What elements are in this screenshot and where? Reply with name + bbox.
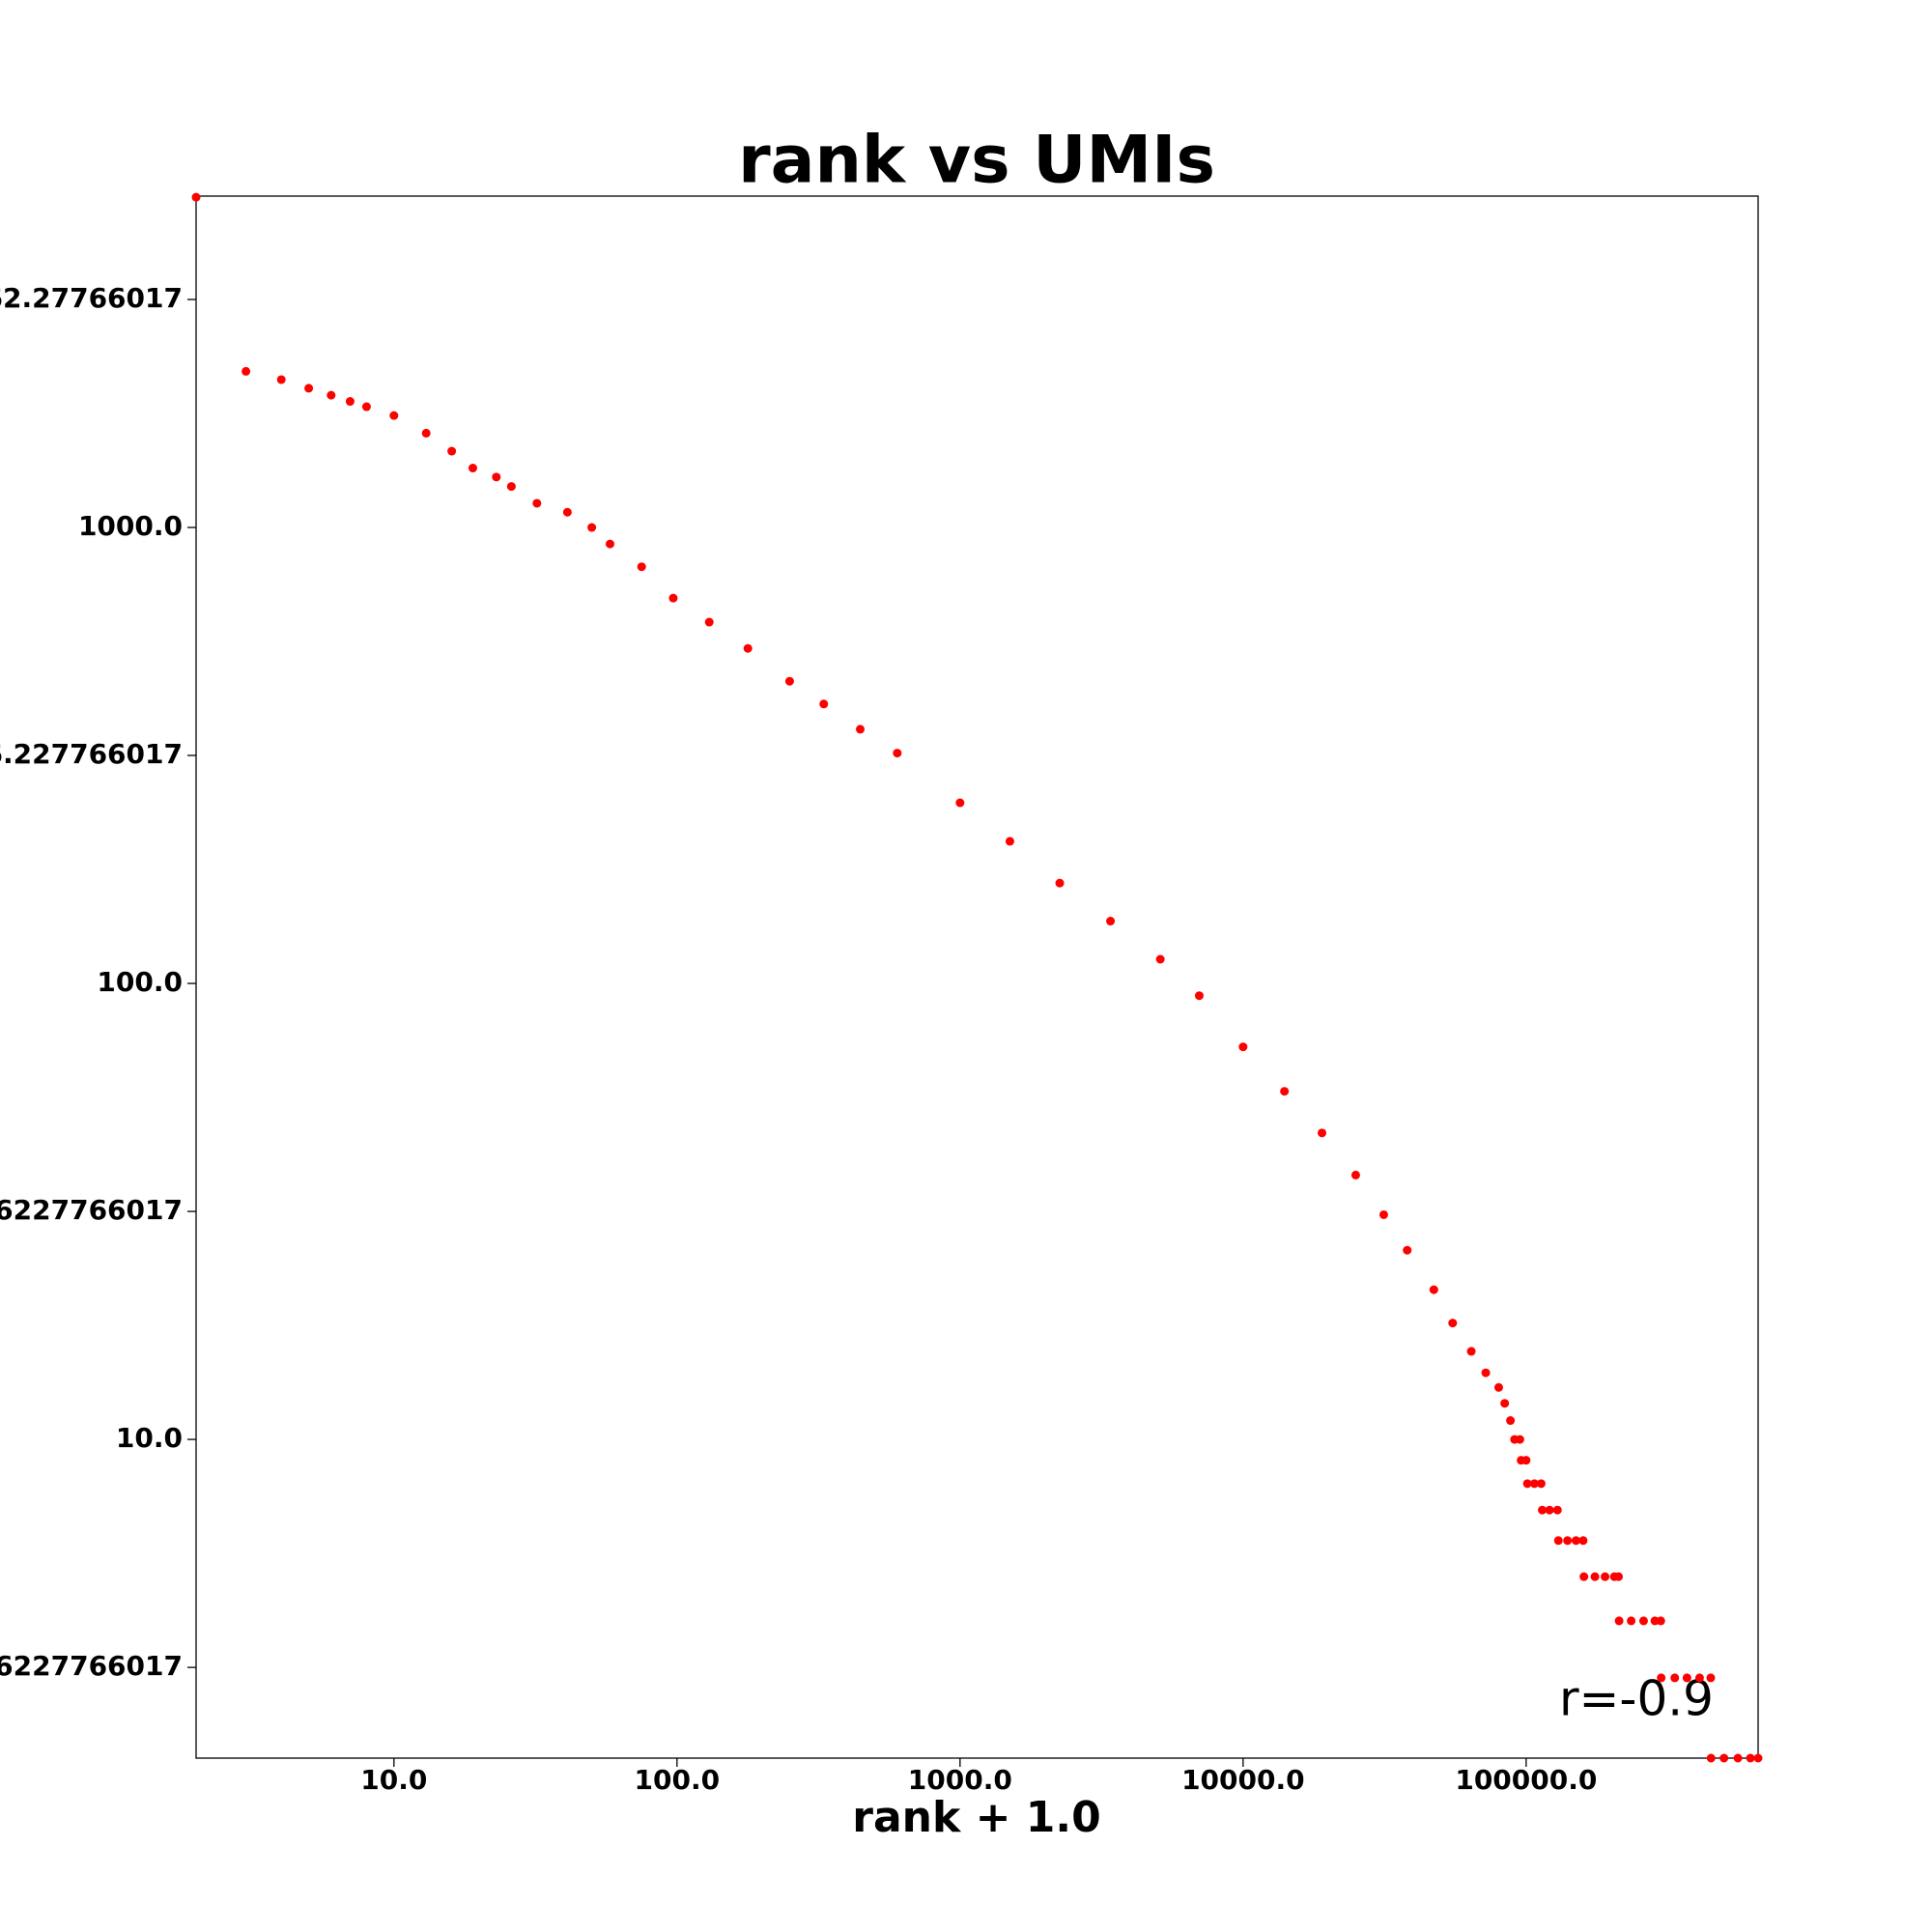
point: [587, 523, 597, 532]
point: [492, 472, 501, 482]
point: [1350, 1170, 1360, 1179]
point: [1378, 1209, 1388, 1219]
point: [637, 562, 646, 572]
point: [784, 676, 794, 686]
point: [1571, 1536, 1580, 1546]
point: [1638, 1616, 1648, 1626]
point: [532, 498, 542, 508]
point: [1055, 878, 1065, 888]
point: [704, 617, 714, 627]
point: [1403, 1245, 1412, 1255]
point: [361, 402, 371, 412]
point: [1694, 1673, 1704, 1683]
point: [1552, 1505, 1562, 1515]
point: [1613, 1572, 1623, 1581]
point: [1538, 1505, 1548, 1515]
x-axis-label: rank + 1.0: [852, 1793, 1100, 1842]
x-tick-label: 10.0: [360, 1764, 427, 1796]
point: [1553, 1536, 1563, 1546]
point: [562, 507, 572, 517]
point: [955, 798, 965, 808]
point: [1521, 1456, 1531, 1465]
point: [1753, 1753, 1763, 1763]
point: [743, 643, 753, 653]
point: [1155, 954, 1165, 964]
point: [1601, 1572, 1610, 1581]
point: [421, 428, 431, 438]
point: [1500, 1399, 1510, 1408]
point: [447, 446, 457, 456]
point: [1627, 1616, 1636, 1626]
y-tick-label: 100.0: [97, 966, 183, 998]
point: [1706, 1673, 1716, 1683]
point: [1579, 1572, 1589, 1581]
point: [1194, 991, 1204, 1001]
point: [1318, 1128, 1327, 1138]
point: [1493, 1382, 1503, 1392]
point: [1563, 1536, 1573, 1546]
point: [1106, 917, 1116, 926]
y-tick-label: 10.0: [116, 1422, 183, 1454]
point: [468, 464, 477, 473]
point: [856, 724, 866, 734]
point: [1522, 1479, 1532, 1489]
point: [606, 539, 615, 549]
point: [819, 699, 829, 709]
point: [1682, 1673, 1691, 1683]
point: [1656, 1616, 1665, 1626]
y-tick-label: 3.16227766017: [0, 1650, 183, 1682]
point: [1578, 1536, 1588, 1546]
point: [1466, 1347, 1476, 1356]
x-tick-label: 100.0: [635, 1764, 721, 1796]
point: [276, 375, 286, 384]
point: [1448, 1319, 1458, 1328]
point: [1429, 1285, 1438, 1294]
x-tick-label: 100000.0: [1455, 1764, 1597, 1796]
x-tick-label: 1000.0: [908, 1764, 1012, 1796]
y-tick-label: 31.6227766017: [0, 1194, 183, 1226]
point: [389, 411, 399, 420]
point: [1719, 1753, 1729, 1763]
x-tick-label: 10000.0: [1181, 1764, 1305, 1796]
point: [1515, 1435, 1524, 1444]
y-tick-label: 316.227766017: [0, 738, 183, 770]
point: [893, 749, 902, 758]
point: [668, 593, 678, 603]
point: [304, 384, 314, 393]
y-tick-label: 1000.0: [78, 510, 183, 542]
point: [1481, 1368, 1491, 1378]
point: [506, 482, 516, 492]
plot-frame: [195, 195, 1759, 1759]
point: [1706, 1753, 1716, 1763]
point: [1657, 1673, 1666, 1683]
point: [1005, 837, 1014, 846]
point: [1545, 1505, 1554, 1515]
chart-title: rank vs UMIs: [738, 123, 1215, 199]
point: [1506, 1416, 1516, 1426]
point: [1733, 1753, 1743, 1763]
point: [345, 397, 355, 407]
point: [1614, 1616, 1624, 1626]
point: [1670, 1673, 1680, 1683]
point: [1529, 1479, 1539, 1489]
point: [191, 192, 201, 202]
point: [327, 390, 336, 400]
point: [1238, 1042, 1248, 1052]
point: [1280, 1087, 1290, 1096]
point: [1746, 1753, 1755, 1763]
point: [1536, 1479, 1546, 1489]
point: [1590, 1572, 1600, 1581]
point: [242, 366, 251, 376]
y-tick-label: 3162.27766017: [0, 282, 183, 314]
